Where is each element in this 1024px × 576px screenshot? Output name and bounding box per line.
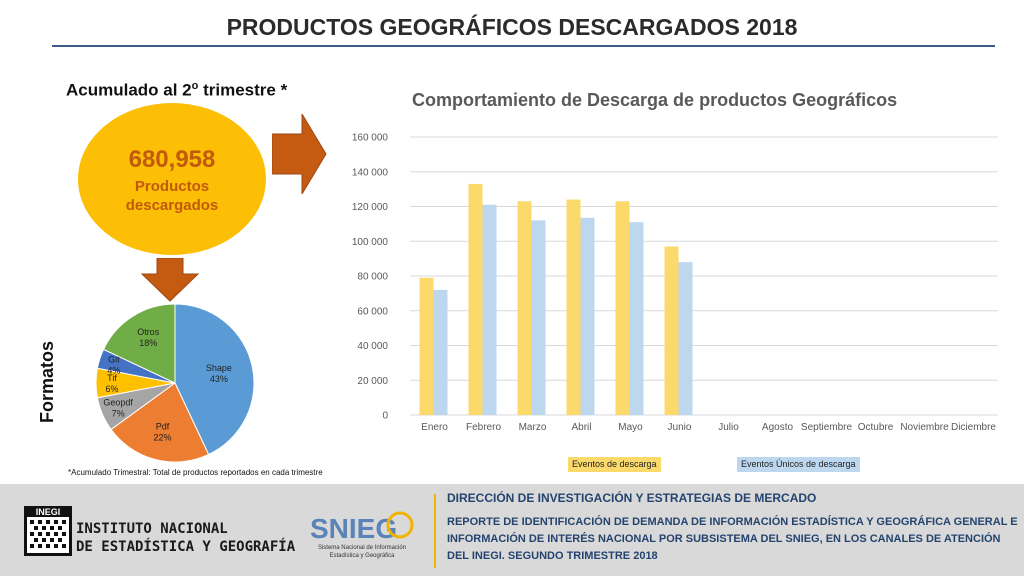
pie-percent-tif: 6%: [105, 384, 118, 394]
x-tick-label: Abril: [571, 422, 591, 433]
pie-slice-otros: [102, 303, 176, 384]
bar-unique-downloads-mayo: [629, 222, 644, 415]
pie-label-tif: Tif: [107, 373, 117, 383]
footer-divider: [434, 494, 436, 568]
pie-slice-shape: [174, 303, 255, 456]
y-tick-label: 60 000: [357, 306, 388, 317]
pie-label-pdf: Pdf: [156, 421, 170, 431]
bar-downloads-abril: [566, 199, 581, 415]
y-tick-label: 160 000: [352, 133, 389, 144]
arrow-down-icon: [140, 258, 200, 302]
y-tick-label: 100 000: [352, 237, 389, 248]
legend-series-1-label: Eventos de descarga: [572, 459, 657, 469]
x-tick-label: Agosto: [762, 422, 794, 433]
legend-series-2: Eventos Únicos de descarga: [737, 457, 860, 472]
department-name: DIRECCIÓN DE INVESTIGACIÓN Y ESTRATEGIAS…: [447, 491, 817, 505]
snieg-logo: SNIEG Sistema Nacional de Información Es…: [310, 511, 414, 559]
x-tick-label: Noviembre: [900, 422, 949, 433]
y-tick-label: 40 000: [357, 341, 388, 352]
legend-series-1: Eventos de descarga: [568, 457, 661, 472]
inegi-logo: INEGI: [24, 506, 72, 556]
pie-label-geopdf: Geopdf: [103, 398, 133, 408]
x-tick-label: Enero: [421, 422, 448, 433]
bar-unique-downloads-febrero: [482, 204, 497, 415]
footnote: *Acumulado Trimestral: Total de producto…: [68, 468, 323, 477]
bar-unique-downloads-enero: [433, 289, 448, 415]
bar-unique-downloads-junio: [678, 262, 693, 415]
pie-percent-gif: 4%: [107, 365, 120, 375]
x-tick-label: Septiembre: [801, 422, 853, 433]
title-divider: [52, 45, 995, 47]
monthly-downloads-bar-chart: 0 20 000 40 000 60 000 80 000 100 000 120 000 1…: [352, 133, 998, 433]
x-tick-label: Diciembre: [951, 422, 996, 433]
org-name-line-2: DE ESTADÍSTICA Y GEOGRAFÍA: [76, 539, 296, 555]
total-label-line-1: Productos: [134, 178, 210, 195]
x-tick-label: Mayo: [618, 422, 643, 433]
snieg-logo-text: SNIEG: [310, 513, 397, 544]
org-name-line-1: INSTITUTO NACIONAL: [76, 521, 228, 537]
bar-downloads-febrero: [468, 183, 483, 415]
bar-downloads-marzo: [517, 201, 532, 415]
pie-label-otros: Otros: [137, 327, 160, 337]
pie-label-gif: Gif: [108, 354, 120, 364]
bar-unique-downloads-abril: [580, 217, 595, 415]
total-downloads-value: 680,958: [128, 146, 216, 173]
total-ellipse: [78, 103, 266, 255]
inegi-logo-text: INEGI: [36, 507, 61, 517]
y-tick-label: 140 000: [352, 167, 389, 178]
y-tick-label: 120 000: [352, 202, 389, 213]
pie-slice-pdf: [110, 382, 210, 463]
y-tick-label: 0: [382, 411, 388, 422]
x-tick-label: Marzo: [519, 422, 547, 433]
bar-unique-downloads-marzo: [531, 220, 546, 415]
arrow-right-icon: [272, 114, 327, 194]
summary-heading-text: Acumulado al 2: [66, 80, 192, 100]
pie-percent-pdf: 22%: [154, 432, 172, 442]
pie-percent-geopdf: 7%: [112, 409, 125, 419]
bar-downloads-enero: [419, 277, 434, 415]
legend-series-2-label: Eventos Únicos de descarga: [741, 459, 856, 469]
summary-heading: Acumulado al 2o trimestre *: [66, 80, 287, 101]
snieg-caption-2: Estadística y Geográfica: [329, 553, 395, 559]
summary-heading-suffix: trimestre *: [198, 80, 288, 100]
x-tick-label: Julio: [718, 422, 739, 433]
pie-percent-otros: 18%: [139, 338, 157, 348]
summary-heading-sup: o: [191, 80, 199, 92]
bar-downloads-junio: [664, 246, 679, 415]
bar-chart-title: Comportamiento de Descarga de productos …: [412, 90, 898, 110]
report-description: REPORTE DE IDENTIFICACIÓN DE DEMANDA DE …: [447, 516, 1018, 562]
snieg-caption-1: Sistema Nacional de Información: [318, 545, 406, 551]
footer-band: [0, 484, 1024, 576]
pie-label-shape: Shape: [206, 363, 232, 373]
x-tick-label: Junio: [668, 422, 692, 433]
y-tick-label: 80 000: [357, 272, 388, 283]
bar-downloads-mayo: [615, 201, 630, 415]
page-title: PRODUCTOS GEOGRÁFICOS DESCARGADOS 2018: [226, 14, 798, 40]
pie-percent-shape: 43%: [210, 374, 228, 384]
formats-label: Formatos: [37, 340, 57, 423]
total-downloads-label: Productos descargados: [78, 177, 266, 215]
y-tick-label: 20 000: [357, 376, 388, 387]
total-label-line-2: descargados: [125, 197, 219, 214]
x-tick-label: Febrero: [466, 422, 501, 433]
x-tick-label: Octubre: [858, 422, 894, 433]
